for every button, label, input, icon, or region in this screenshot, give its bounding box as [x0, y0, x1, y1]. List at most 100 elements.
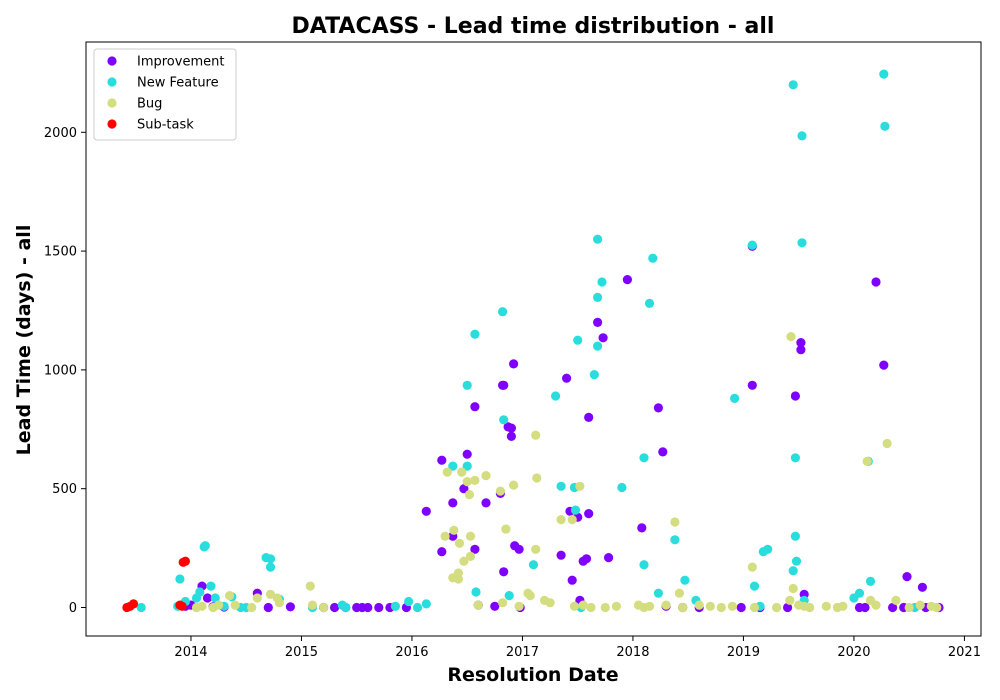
data-point: [501, 524, 511, 534]
data-point: [790, 453, 801, 463]
data-point: [617, 482, 627, 493]
data-point: [206, 581, 216, 591]
data-point: [788, 80, 798, 90]
data-point: [790, 391, 801, 401]
data-point: [783, 602, 793, 613]
data-point: [584, 412, 594, 422]
data-point: [653, 588, 664, 598]
legend-label: New Feature: [137, 76, 219, 91]
data-point: [504, 591, 514, 601]
data-point: [611, 601, 622, 611]
data-point: [341, 602, 351, 613]
data-point: [285, 602, 295, 612]
data-point: [678, 602, 688, 613]
data-point: [528, 560, 539, 570]
data-point: [506, 423, 516, 433]
data-point: [891, 595, 901, 606]
data-point: [838, 601, 848, 611]
x-tick-label: 2019: [727, 645, 760, 660]
y-tick-label: 1500: [44, 245, 77, 260]
data-point: [648, 253, 658, 263]
data-point: [556, 515, 566, 525]
data-point: [604, 553, 614, 563]
y-tick-label: 1000: [44, 363, 77, 378]
data-point: [421, 506, 431, 516]
data-point: [225, 591, 235, 601]
data-point: [498, 598, 508, 608]
data-point: [589, 370, 599, 380]
data-point: [462, 380, 472, 390]
data-point: [514, 601, 524, 611]
data-point: [177, 601, 187, 611]
data-point: [195, 587, 205, 597]
data-point: [459, 556, 469, 566]
x-tick-label: 2020: [837, 645, 870, 660]
data-point: [860, 602, 870, 613]
data-point: [932, 602, 942, 613]
data-point: [470, 475, 480, 485]
data-point: [247, 602, 257, 613]
data-point: [514, 544, 524, 554]
data-point: [644, 601, 655, 611]
data-point: [448, 498, 458, 508]
data-point: [573, 335, 583, 345]
data-point: [578, 600, 588, 610]
data-point: [882, 438, 892, 449]
y-tick-label: 0: [69, 601, 77, 616]
data-point: [597, 277, 607, 287]
legend-marker: [107, 56, 117, 66]
series-sub-task: [122, 556, 190, 613]
data-point: [499, 567, 509, 577]
data-point: [128, 599, 139, 609]
data-point: [440, 531, 450, 541]
data-point: [747, 562, 757, 572]
data-point: [180, 556, 190, 566]
data-point: [556, 481, 566, 491]
data-point: [495, 486, 505, 496]
data-point: [531, 544, 541, 554]
series-improvement: [180, 241, 944, 613]
data-point: [453, 568, 463, 578]
data-point: [464, 490, 474, 500]
data-point: [747, 380, 757, 390]
data-point: [862, 456, 872, 466]
data-point: [871, 277, 881, 287]
data-point: [716, 602, 726, 613]
data-point: [749, 602, 760, 613]
data-point: [136, 602, 146, 613]
chart-title: DATACASS - Lead time distribution - all: [292, 14, 775, 39]
legend-marker: [107, 77, 117, 87]
data-point: [462, 461, 472, 471]
data-point: [821, 601, 831, 611]
data-point: [465, 531, 476, 541]
data-point: [593, 317, 603, 327]
data-point: [705, 601, 715, 611]
data-point: [805, 602, 815, 613]
data-point: [531, 430, 541, 440]
data-point: [263, 602, 273, 613]
data-point: [791, 556, 802, 566]
x-axis-ticks: 2014 2015 2016 2017 2018 2019 2020 2021: [174, 636, 981, 660]
data-point: [265, 562, 276, 572]
data-point: [879, 360, 889, 370]
data-point: [404, 596, 414, 607]
data-point: [639, 453, 649, 463]
data-point: [330, 602, 340, 613]
y-tick-label: 2000: [44, 126, 77, 141]
data-point: [457, 467, 467, 477]
data-point: [562, 373, 572, 383]
data-point: [593, 234, 603, 244]
x-tick-label: 2018: [616, 645, 649, 660]
data-point: [197, 601, 207, 611]
data-point: [797, 238, 807, 248]
data-point: [680, 575, 690, 585]
data-point: [584, 508, 594, 519]
data-point: [879, 69, 889, 79]
y-axis-ticks: 0 500 1000 1500 2000: [44, 126, 86, 616]
data-point: [305, 581, 315, 591]
data-point: [854, 588, 865, 598]
data-point: [319, 602, 329, 613]
data-point: [210, 593, 220, 603]
data-point: [567, 575, 577, 585]
data-point: [465, 551, 476, 562]
